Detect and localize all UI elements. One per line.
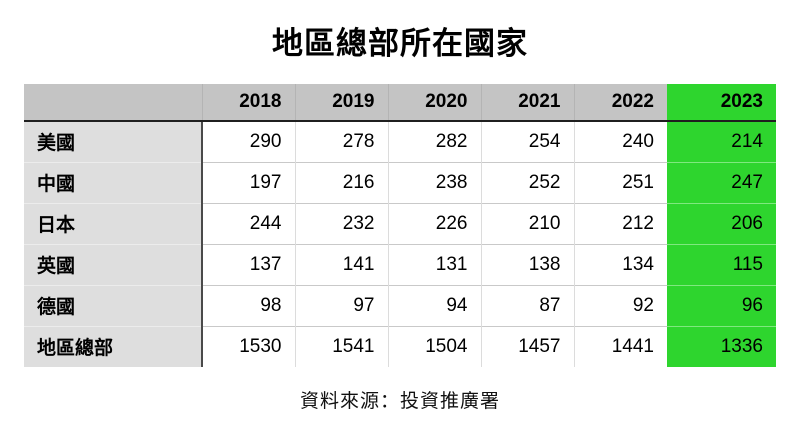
cell-value: 1541: [294, 325, 388, 367]
cell-value: 137: [201, 243, 295, 285]
table-row-uk: 英國 137 141 131 138 134 115: [24, 243, 776, 285]
cell-value: 282: [387, 121, 481, 162]
table-row-china: 中國 197 216 238 252 251 247: [24, 161, 776, 203]
cell-value: 1504: [387, 325, 481, 367]
cell-value: 98: [201, 284, 295, 326]
cell-value-highlighted: 96: [667, 284, 776, 326]
cell-value-highlighted: 247: [667, 161, 776, 203]
cell-value: 240: [573, 121, 667, 162]
row-label: 美國: [24, 121, 203, 162]
year-header-2023-highlighted: 2023: [667, 84, 776, 122]
cell-value: 278: [294, 121, 388, 162]
cell-value: 252: [480, 161, 574, 203]
cell-value: 92: [573, 284, 667, 326]
cell-value-highlighted: 1336: [667, 325, 776, 367]
page: 地區總部所在國家 2018 2019 2020 2021 2022 2023 美…: [0, 25, 800, 443]
table-row-usa: 美國 290 278 282 254 240 214: [24, 121, 776, 162]
row-label: 中國: [24, 161, 203, 203]
year-header-2022: 2022: [573, 84, 667, 122]
cell-value: 226: [387, 202, 481, 244]
row-label: 英國: [24, 243, 203, 285]
source-note: 資料來源：投資推廣署: [299, 391, 500, 412]
cell-value: 238: [387, 161, 481, 203]
year-header-2019: 2019: [294, 84, 388, 122]
year-header-2020: 2020: [387, 84, 481, 122]
table-row-japan: 日本 244 232 226 210 212 206: [24, 202, 776, 244]
cell-value: 244: [201, 202, 295, 244]
table-header-row: 2018 2019 2020 2021 2022 2023: [24, 84, 776, 122]
cell-value: 197: [201, 161, 295, 203]
cell-value-highlighted: 206: [667, 202, 776, 244]
cell-value: 210: [480, 202, 574, 244]
cell-value: 94: [387, 284, 481, 326]
year-header-2018: 2018: [201, 84, 295, 122]
cell-value: 254: [480, 121, 574, 162]
year-header-2021: 2021: [480, 84, 574, 122]
cell-value: 216: [294, 161, 388, 203]
cell-value: 1530: [201, 325, 295, 367]
cell-value-highlighted: 115: [667, 243, 776, 285]
cell-value: 138: [480, 243, 574, 285]
row-label: 地區總部: [24, 325, 203, 367]
cell-value: 141: [294, 243, 388, 285]
cell-value: 212: [573, 202, 667, 244]
row-label: 德國: [24, 284, 203, 326]
cell-value: 290: [201, 121, 295, 162]
cell-value: 134: [573, 243, 667, 285]
cell-value: 87: [480, 284, 574, 326]
cell-value: 97: [294, 284, 388, 326]
cell-value: 1441: [573, 325, 667, 367]
table-row-germany: 德國 98 97 94 87 92 96: [24, 284, 776, 326]
cell-value: 232: [294, 202, 388, 244]
cell-value-highlighted: 214: [667, 121, 776, 162]
corner-cell: [24, 84, 202, 122]
cell-value: 131: [387, 243, 481, 285]
cell-value: 251: [573, 161, 667, 203]
cell-value: 1457: [480, 325, 574, 367]
table-row-total: 地區總部 1530 1541 1504 1457 1441 1336: [24, 325, 776, 367]
page-title: 地區總部所在國家: [272, 26, 528, 61]
regional-hq-table: 2018 2019 2020 2021 2022 2023 美國 290 278…: [24, 84, 776, 367]
row-label: 日本: [24, 202, 203, 244]
